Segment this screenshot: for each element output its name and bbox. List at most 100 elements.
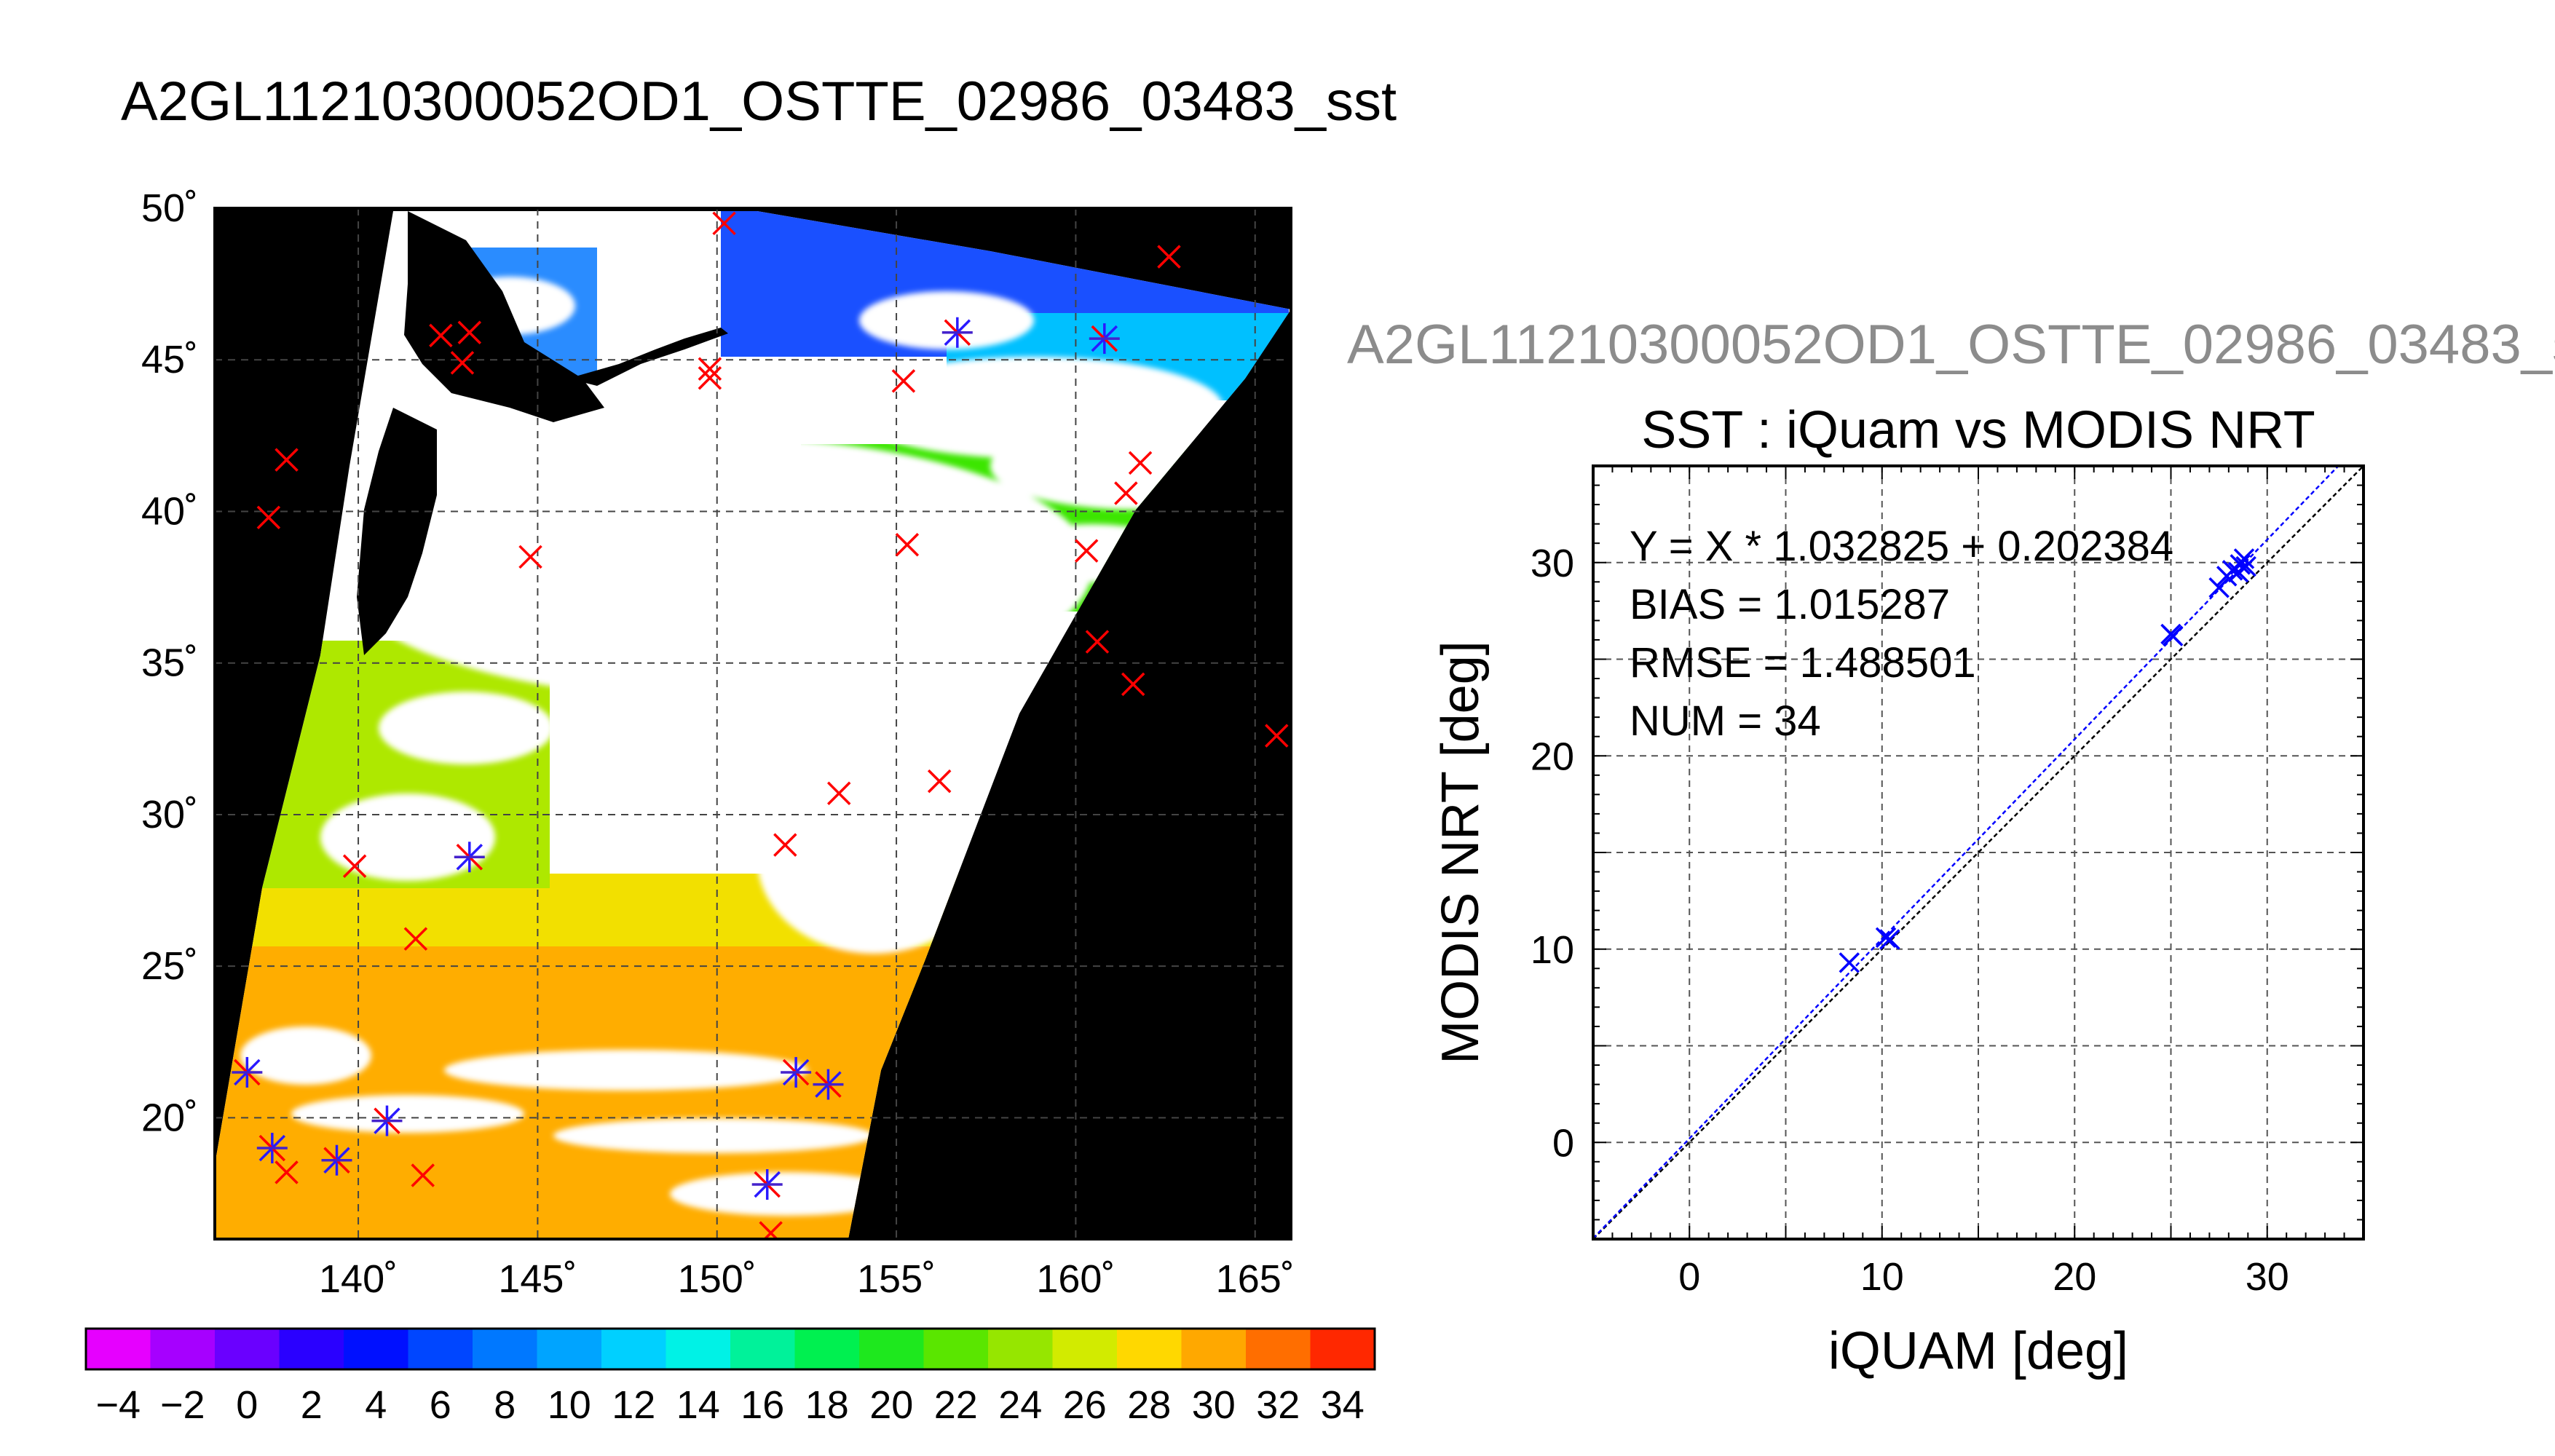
map-marker-blue-star bbox=[321, 1144, 352, 1176]
regression-fit-line bbox=[1593, 466, 2340, 1239]
map-frame bbox=[213, 207, 1292, 1241]
map-marker-blue-star bbox=[813, 1069, 844, 1100]
colorbar-cell bbox=[86, 1329, 151, 1369]
stats-fit-equation: Y = X * 1.032825 + 0.202384 bbox=[1630, 523, 2173, 570]
main-title: A2GL11210300052OD1_OSTTE_02986_03483_sst bbox=[121, 71, 1397, 132]
scatter-x-tick-label: 30 bbox=[2246, 1255, 2289, 1299]
colorbar-tick-label: 6 bbox=[430, 1383, 451, 1427]
colorbar-cell bbox=[279, 1329, 344, 1369]
map-marker-red-x bbox=[827, 781, 851, 806]
kuril-islands bbox=[568, 328, 728, 386]
colorbar-tick-label: 0 bbox=[236, 1383, 258, 1427]
colorbar-tick-label: 22 bbox=[934, 1383, 978, 1427]
stats-rmse: RMSE = 1.488501 bbox=[1630, 639, 1976, 687]
map-lat-tick-label: 40˚ bbox=[141, 489, 198, 533]
colorbar-tick-label: 8 bbox=[494, 1383, 516, 1427]
map-lat-tick-label: 50˚ bbox=[141, 186, 198, 230]
map-marker-blue-star bbox=[256, 1133, 288, 1164]
map-marker-blue-star bbox=[371, 1105, 403, 1136]
map-marker-red-x bbox=[1265, 724, 1289, 748]
scatter-y-tick-labels: 0 10 20 30 bbox=[1531, 542, 1574, 1166]
colorbar-tick-label: 2 bbox=[301, 1383, 323, 1427]
colorbar-cell bbox=[601, 1329, 666, 1369]
colorbar-cell bbox=[1052, 1329, 1117, 1369]
scatter-point bbox=[2208, 577, 2230, 598]
map-marker-red-x bbox=[275, 1160, 299, 1184]
colorbar-tick-label: 24 bbox=[998, 1383, 1042, 1427]
colorbar-cells bbox=[86, 1329, 1375, 1369]
map-lon-tick-label: 140˚ bbox=[319, 1257, 398, 1301]
colorbar-tick-label: 16 bbox=[741, 1383, 784, 1427]
map-marker-red-x bbox=[403, 927, 428, 951]
map-marker-red-x bbox=[1157, 245, 1181, 269]
map-marker-red-x bbox=[1114, 481, 1138, 505]
scatter-x-tick-labels: 0 10 20 30 bbox=[1678, 1255, 2289, 1299]
scatter-y-tick-label: 10 bbox=[1531, 928, 1574, 972]
colorbar-tick-label: 28 bbox=[1127, 1383, 1171, 1427]
scatter-point bbox=[1879, 929, 1900, 950]
colorbar-cell bbox=[988, 1329, 1053, 1369]
colorbar-cell bbox=[344, 1329, 408, 1369]
scatter-title: SST : iQuam vs MODIS NRT bbox=[1641, 401, 2315, 459]
colorbar-cell bbox=[923, 1329, 988, 1369]
map-markers bbox=[232, 211, 1289, 1239]
colorbar-frame bbox=[84, 1327, 1376, 1371]
colorbar-tick-label: 30 bbox=[1192, 1383, 1236, 1427]
scatter-file-title: A2GL11210300052OD1_OSTTE_02986_03483_sst bbox=[1347, 314, 2555, 376]
colorbar-cell bbox=[1117, 1329, 1182, 1369]
colorbar-cell bbox=[794, 1329, 859, 1369]
map-marker-blue-star bbox=[751, 1169, 783, 1200]
sst-map: 140˚ 145˚ 150˚ 155˚ 160˚ 165˚ 20˚ 25˚ 30˚ 35˚ 40˚… bbox=[141, 186, 1295, 1301]
map-marker-red-x bbox=[927, 769, 952, 794]
scatter-x-tick-label: 20 bbox=[2053, 1255, 2096, 1299]
colorbar-cell bbox=[215, 1329, 280, 1369]
map-lat-tick-label: 20˚ bbox=[141, 1096, 198, 1139]
map-lon-labels: 140˚ 145˚ 150˚ 155˚ 160˚ 165˚ bbox=[319, 1257, 1295, 1301]
colorbar-tick-label: 32 bbox=[1256, 1383, 1300, 1427]
scatter-grid bbox=[1593, 466, 2364, 1239]
map-lon-tick-label: 150˚ bbox=[678, 1257, 757, 1301]
map-marker-blue-star bbox=[941, 317, 973, 348]
colorbar-tick-label: 4 bbox=[365, 1383, 387, 1427]
colorbar-cell bbox=[859, 1329, 924, 1369]
map-lon-tick-label: 160˚ bbox=[1036, 1257, 1115, 1301]
scatter-point bbox=[2230, 554, 2251, 575]
map-marker-red-x bbox=[429, 323, 453, 348]
map-marker-red-x bbox=[275, 448, 299, 472]
colorbar-tick-label: 18 bbox=[805, 1383, 849, 1427]
map-marker-red-x bbox=[411, 1163, 435, 1187]
map-marker-red-x bbox=[895, 533, 920, 557]
map-lat-tick-label: 35˚ bbox=[141, 641, 198, 685]
map-marker-red-x bbox=[1085, 630, 1110, 654]
scatter-x-axis-label: iQUAM [deg] bbox=[1828, 1322, 2128, 1380]
map-marker-red-x bbox=[342, 854, 367, 878]
map-lon-tick-label: 145˚ bbox=[498, 1257, 577, 1301]
honshu-land bbox=[357, 408, 437, 655]
map-marker-red-x bbox=[1128, 451, 1153, 475]
colorbar-tick-label: 14 bbox=[676, 1383, 720, 1427]
colorbar-cell bbox=[537, 1329, 601, 1369]
scatter-point bbox=[2235, 555, 2256, 577]
map-lat-labels: 20˚ 25˚ 30˚ 35˚ 40˚ 45˚ 50˚ bbox=[141, 186, 198, 1139]
map-marker-red-x bbox=[698, 357, 722, 381]
scatter-x-tick-label: 0 bbox=[1678, 1255, 1700, 1299]
map-marker-red-x bbox=[759, 1221, 783, 1239]
map-lat-tick-label: 25˚ bbox=[141, 944, 198, 988]
map-marker-blue-star bbox=[454, 842, 485, 873]
map-marker-blue-star bbox=[781, 1056, 812, 1088]
map-marker-red-x bbox=[1121, 672, 1145, 697]
map-lat-tick-label: 30˚ bbox=[141, 793, 198, 836]
map-lon-tick-label: 165˚ bbox=[1216, 1257, 1295, 1301]
map-marker-red-x bbox=[457, 320, 482, 344]
scatter-y-tick-label: 20 bbox=[1531, 735, 1574, 778]
colorbar-tick-label: 34 bbox=[1321, 1383, 1365, 1427]
scatter-x-tick-label: 10 bbox=[1860, 1255, 1904, 1299]
map-grid bbox=[215, 208, 1291, 1239]
map-marker-blue-star bbox=[232, 1056, 263, 1088]
map-marker-red-x bbox=[1074, 539, 1099, 563]
scatter-point bbox=[2162, 625, 2184, 646]
colorbar-tick-label: −4 bbox=[95, 1383, 141, 1427]
map-marker-red-x bbox=[773, 833, 797, 857]
scatter-y-tick-label: 0 bbox=[1552, 1121, 1574, 1165]
